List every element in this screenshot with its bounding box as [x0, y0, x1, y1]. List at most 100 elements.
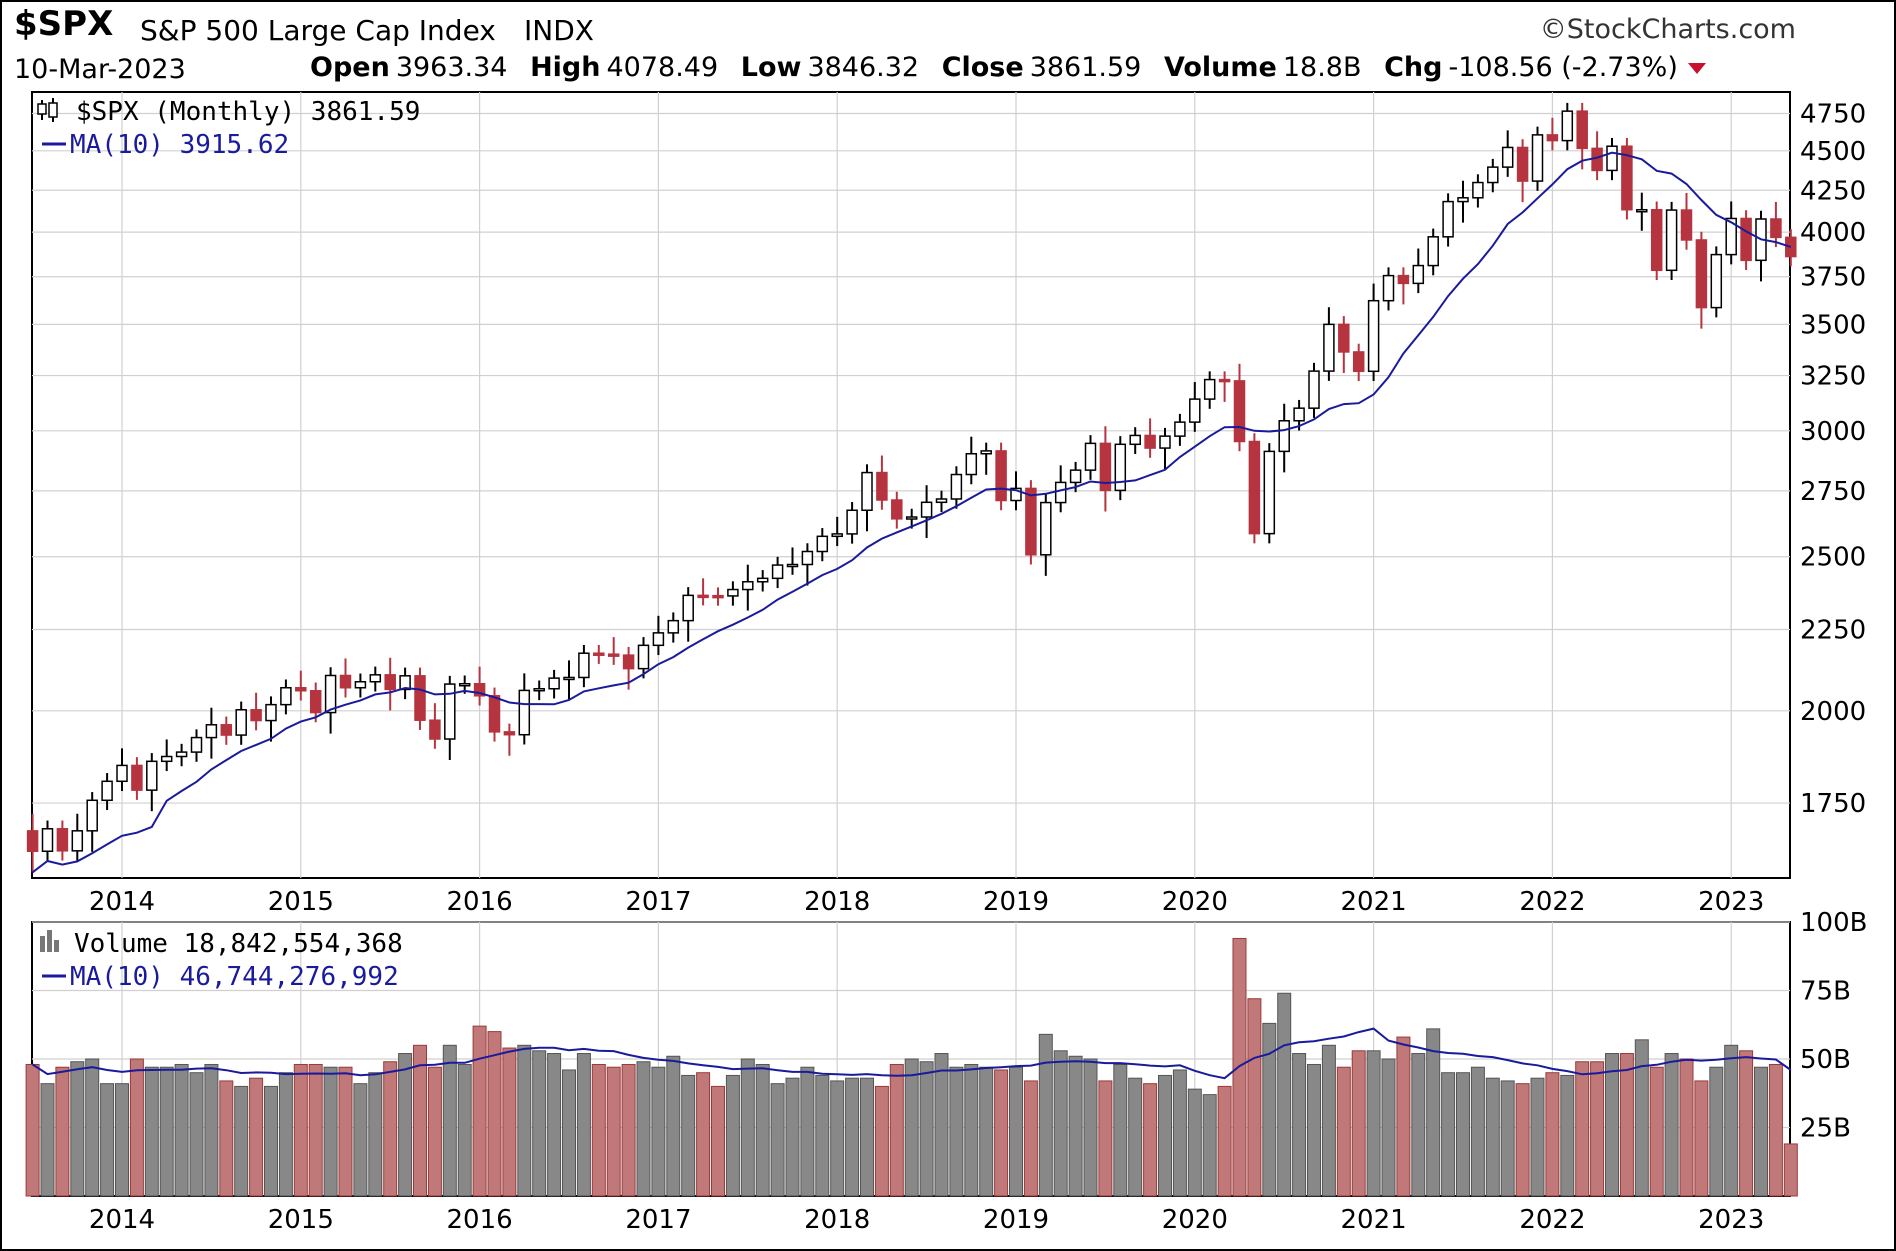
- candle: [1099, 426, 1112, 512]
- candle-body: [667, 619, 680, 634]
- high-label: High: [530, 52, 601, 83]
- candle: [667, 612, 680, 643]
- price-ma-line: [31, 151, 1792, 874]
- volume-bar: [1053, 1050, 1068, 1197]
- volume-bar: [830, 1080, 845, 1197]
- volume-bar: [1530, 1077, 1545, 1197]
- volume-bar: [502, 1047, 517, 1197]
- candle: [1576, 102, 1588, 170]
- candle: [354, 673, 367, 698]
- volume-legend-icon: [40, 930, 59, 952]
- candle: [801, 543, 814, 586]
- volume-bar: [1411, 1053, 1426, 1197]
- candle-body: [548, 677, 560, 690]
- candle-body: [950, 473, 963, 500]
- candle-body: [1531, 134, 1544, 182]
- candle: [473, 666, 486, 706]
- candle: [980, 442, 992, 475]
- candle-body: [295, 686, 307, 692]
- volume-bar: [1515, 1083, 1530, 1197]
- candle-body: [116, 764, 128, 783]
- volume-bar: [1485, 1077, 1500, 1197]
- volume-bar: [1396, 1036, 1411, 1197]
- candle: [1174, 413, 1186, 446]
- volume-y-ticks: 25B 50B 75B 100B: [1800, 908, 1867, 1144]
- candle: [265, 696, 277, 742]
- volume-bar: [100, 1083, 115, 1197]
- candle-body: [1099, 442, 1112, 492]
- candle-body: [1263, 450, 1276, 535]
- candle: [1323, 307, 1335, 381]
- candle: [518, 673, 531, 745]
- volume-bar: [1694, 1080, 1709, 1197]
- volume-bar: [964, 1063, 979, 1197]
- candle-body: [995, 450, 1007, 502]
- candle-body: [1487, 166, 1499, 184]
- candle: [131, 757, 143, 800]
- candle: [1606, 137, 1618, 181]
- chg-label: Chg: [1384, 52, 1443, 83]
- candle-body: [607, 653, 620, 657]
- candle: [861, 464, 873, 532]
- price-y-tick-label: 2750: [1800, 477, 1866, 507]
- candle: [1397, 267, 1410, 305]
- candle-body: [518, 689, 531, 736]
- volume-bar: [1202, 1094, 1217, 1197]
- volume-bar: [651, 1066, 666, 1197]
- candle: [116, 748, 128, 792]
- volume-bar: [40, 1083, 55, 1197]
- volume-bar: [1441, 1072, 1456, 1197]
- candle-body: [1636, 208, 1648, 213]
- candle: [56, 820, 69, 861]
- candle: [205, 707, 218, 759]
- candle: [1472, 174, 1484, 208]
- candle: [1203, 371, 1216, 409]
- candle-body: [309, 690, 322, 714]
- candle: [399, 667, 411, 700]
- price-x-tick-label: 2016: [447, 887, 513, 917]
- candle-body: [1561, 110, 1574, 142]
- candle: [1129, 427, 1141, 455]
- volume-bar: [457, 1063, 472, 1197]
- candle-body: [220, 724, 233, 736]
- candle-body: [1665, 209, 1678, 272]
- candle-body: [384, 674, 396, 691]
- candle: [1785, 229, 1797, 267]
- candle-body: [1442, 200, 1454, 238]
- price-ma-legend-text: MA(10) 3915.62: [70, 130, 289, 160]
- candle: [1382, 267, 1395, 311]
- volume-bar: [234, 1085, 249, 1197]
- volume-y-tick-label: 75B: [1800, 977, 1851, 1007]
- candle: [235, 701, 247, 745]
- volume-x-tick-label: 2023: [1698, 1205, 1764, 1235]
- volume-bar: [25, 1063, 40, 1197]
- volume-bar: [711, 1085, 725, 1197]
- candle: [1740, 210, 1752, 271]
- candle-body: [354, 681, 367, 689]
- brand-watermark[interactable]: ©StockCharts.com: [1539, 14, 1796, 45]
- volume-bar: [681, 1074, 696, 1197]
- candle: [503, 723, 516, 756]
- candle-body: [965, 453, 978, 476]
- candle-body: [1650, 208, 1663, 272]
- volume-bar: [1247, 998, 1262, 1197]
- volume-bar: [1009, 1066, 1023, 1197]
- volume-bar: [904, 1058, 919, 1197]
- candle-body: [1189, 398, 1201, 423]
- volume-bar: [606, 1066, 621, 1197]
- price-y-tick-label: 4000: [1800, 218, 1866, 248]
- volume-bar: [770, 1083, 785, 1197]
- candle-body: [369, 674, 382, 683]
- volume-bar: [740, 1058, 755, 1197]
- candle: [1040, 494, 1052, 576]
- candle-body: [1040, 501, 1052, 556]
- candle-body: [458, 682, 471, 687]
- candle-body: [637, 644, 650, 670]
- candle-body: [1084, 442, 1097, 471]
- candle: [1159, 427, 1171, 470]
- candle-body: [682, 594, 694, 622]
- candle-body: [1054, 481, 1067, 504]
- volume-bar: [547, 1053, 562, 1197]
- candle: [1442, 193, 1454, 247]
